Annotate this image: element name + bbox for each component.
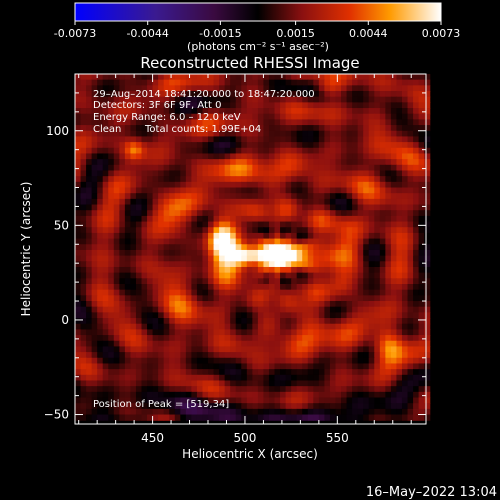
- y-axis-ticks: −50 0 50 100: [44, 92, 426, 422]
- colorbar-ticks: -0.0073 -0.0044 -0.0015 0.0015 0.0044 0.0073: [54, 21, 460, 40]
- annotation-time-range: 29–Aug–2014 18:41:20.000 to 18:47:20.000: [93, 89, 315, 100]
- chart-title: Reconstructed RHESSI Image: [140, 54, 359, 72]
- colorbar: [74, 2, 442, 22]
- footer-timestamp: 16–May–2022 13:04: [366, 485, 497, 500]
- heatmap-image: [75, 74, 431, 421]
- plot-frame: [74, 73, 427, 425]
- annotation-peak-position: Position of Peak = [519,34]: [93, 399, 229, 410]
- x-tick-label: 450: [141, 431, 164, 445]
- x-axis-label: Heliocentric X (arcsec): [182, 447, 318, 461]
- annotation-method: Clean: [93, 124, 121, 135]
- colorbar-units-label: (photons cm⁻² s⁻¹ asec⁻²): [187, 40, 329, 53]
- x-tick-label: 500: [234, 431, 257, 445]
- colorbar-tick-label: 0.0073: [422, 27, 461, 40]
- y-axis-label: Heliocentric Y (arcsec): [19, 182, 33, 317]
- colorbar-tick-label: 0.0015: [276, 27, 315, 40]
- colorbar-tick-label: -0.0044: [126, 27, 168, 40]
- y-tick-label: −50: [44, 408, 69, 422]
- y-tick-label: 0: [61, 313, 69, 327]
- annotation-total-counts: Total counts: 1.99E+04: [144, 124, 261, 135]
- colorbar-tick-label: -0.0015: [199, 27, 241, 40]
- annotation-detectors: Detectors: 3F 6F 9F, Att 0: [93, 100, 221, 111]
- y-tick-label: 50: [54, 218, 69, 232]
- y-tick-label: 100: [46, 124, 69, 138]
- colorbar-tick-label: 0.0044: [349, 27, 388, 40]
- annotation-energy-range: Energy Range: 6.0 – 12.0 keV: [93, 112, 241, 123]
- x-axis-ticks: 450 500 550: [78, 74, 412, 445]
- colorbar-tick-label: -0.0073: [54, 27, 96, 40]
- x-tick-label: 550: [326, 431, 349, 445]
